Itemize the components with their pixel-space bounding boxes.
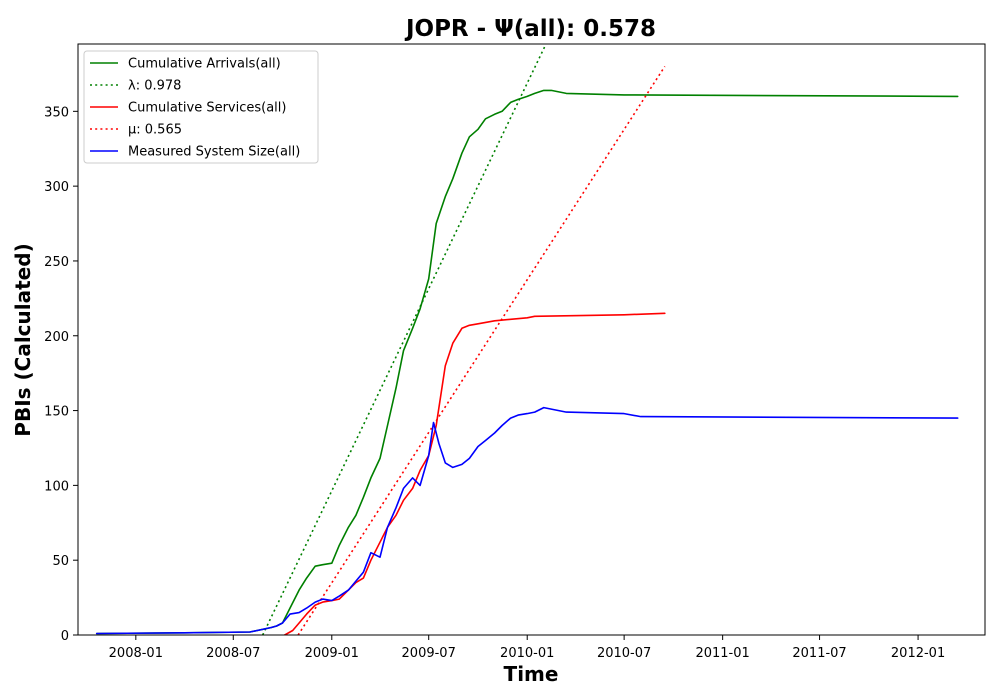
x-tick-label: 2011-07	[792, 646, 846, 661]
x-tick-label: 2011-01	[695, 646, 749, 661]
y-tick-label: 350	[44, 105, 69, 120]
series-line-3	[283, 312, 666, 635]
legend: Cumulative Arrivals(all) λ: 0.978 Cumulati…	[83, 50, 319, 164]
x-tick-label: 2008-07	[206, 646, 260, 661]
legend-box	[83, 50, 319, 164]
y-axis: 0 50 100 150 200 250 300 350	[44, 105, 78, 644]
legend-label-3: Cumulative Services(all)	[128, 101, 286, 116]
legend-label-2: λ: 0.978	[128, 79, 181, 94]
legend-label-1: Cumulative Arrivals(all)	[128, 57, 281, 72]
x-tick-label: 2009-01	[305, 646, 359, 661]
y-axis-label: PBIs (Calculated)	[11, 243, 35, 436]
x-tick-label: 2012-01	[891, 646, 945, 661]
x-tick-label: 2010-01	[500, 646, 554, 661]
x-tick-label: 2008-01	[109, 646, 163, 661]
legend-label-5: Measured System Size(all)	[128, 145, 300, 160]
plot-frame	[77, 43, 986, 636]
x-tick-label: 2009-07	[402, 646, 456, 661]
y-tick-label: 200	[44, 330, 69, 345]
y-tick-label: 250	[44, 255, 69, 270]
x-tick-label: 2010-07	[597, 646, 651, 661]
chart-title: JOPR - Ψ(all): 0.578	[404, 16, 656, 42]
y-tick-label: 100	[44, 479, 69, 494]
y-tick-label: 300	[44, 180, 69, 195]
y-tick-label: 0	[61, 629, 69, 644]
series-layer	[95, 44, 959, 635]
x-axis-label: Time	[504, 662, 559, 686]
y-tick-label: 150	[44, 405, 69, 420]
legend-label-4: μ: 0.565	[128, 123, 182, 138]
y-tick-label: 50	[52, 554, 69, 569]
x-axis: 2008-01 2008-07 2009-01 2009-07 2010-01 2010-…	[109, 635, 945, 661]
series-line-4	[297, 65, 666, 635]
series-line-5	[95, 406, 959, 635]
series-line-2	[261, 44, 547, 635]
series-line-1	[95, 89, 959, 635]
